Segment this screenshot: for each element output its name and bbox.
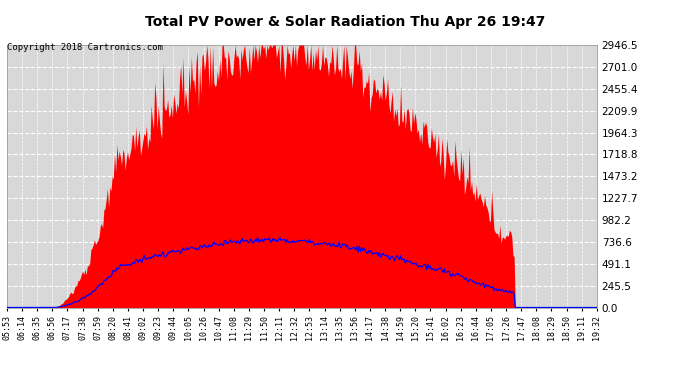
Text: Total PV Power & Solar Radiation Thu Apr 26 19:47: Total PV Power & Solar Radiation Thu Apr…	[145, 15, 545, 29]
Text: PV Panels  (DC Watts): PV Panels (DC Watts)	[532, 26, 645, 35]
Text: Radiation  (w/m2): Radiation (w/m2)	[429, 26, 521, 35]
Text: Copyright 2018 Cartronics.com: Copyright 2018 Cartronics.com	[7, 43, 163, 52]
